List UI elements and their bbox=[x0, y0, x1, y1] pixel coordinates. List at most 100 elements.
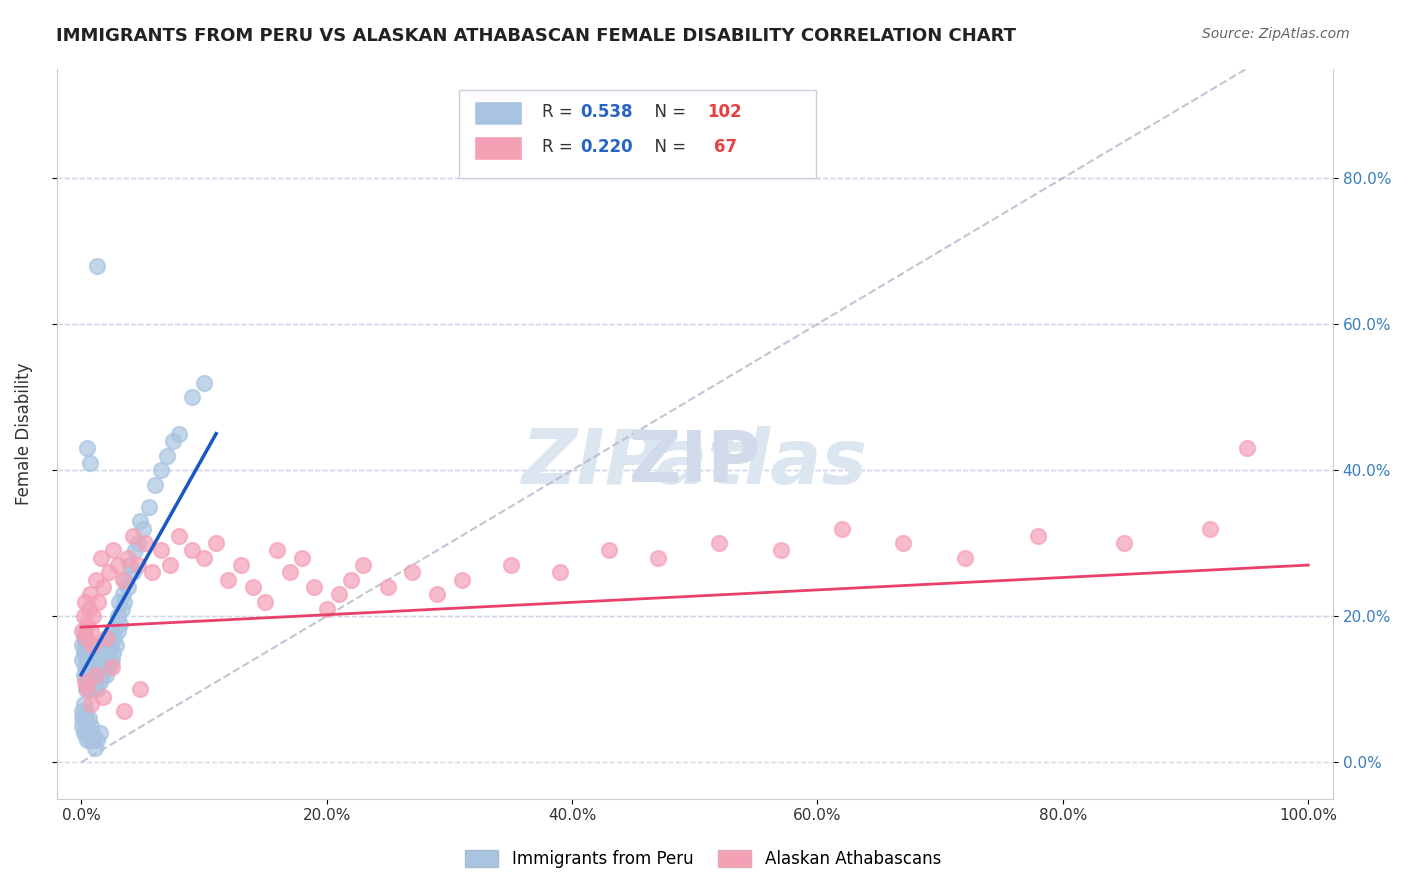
Point bbox=[156, 449, 179, 463]
Point bbox=[101, 660, 124, 674]
Point bbox=[120, 558, 142, 572]
Point bbox=[73, 674, 96, 689]
Point bbox=[107, 624, 129, 638]
Point bbox=[291, 550, 314, 565]
Point bbox=[117, 550, 139, 565]
Point bbox=[90, 639, 112, 653]
Point bbox=[77, 602, 100, 616]
Point bbox=[111, 573, 134, 587]
Point bbox=[89, 653, 111, 667]
Point bbox=[1114, 536, 1136, 550]
Point bbox=[143, 477, 166, 491]
Point bbox=[82, 639, 104, 653]
Point bbox=[90, 550, 112, 565]
Point bbox=[159, 558, 181, 572]
Point bbox=[111, 587, 134, 601]
Point bbox=[91, 646, 114, 660]
Point bbox=[79, 733, 101, 747]
Point bbox=[101, 653, 124, 667]
Point bbox=[76, 719, 98, 733]
Point bbox=[141, 566, 163, 580]
Point bbox=[89, 726, 111, 740]
Point bbox=[315, 602, 337, 616]
Point bbox=[82, 667, 104, 681]
Point bbox=[73, 624, 96, 638]
Point bbox=[83, 740, 105, 755]
Point bbox=[709, 536, 731, 550]
Point bbox=[97, 631, 120, 645]
Point bbox=[108, 594, 131, 608]
Point bbox=[76, 674, 98, 689]
Text: R =: R = bbox=[541, 103, 578, 121]
Point bbox=[1026, 529, 1049, 543]
Point bbox=[82, 660, 104, 674]
Point bbox=[76, 616, 98, 631]
Point bbox=[112, 704, 135, 718]
Point bbox=[98, 660, 121, 674]
Point bbox=[229, 558, 252, 572]
Point bbox=[87, 646, 110, 660]
Point bbox=[77, 667, 100, 681]
Point bbox=[82, 609, 104, 624]
Point bbox=[107, 609, 129, 624]
Point bbox=[127, 536, 149, 550]
Point bbox=[79, 646, 101, 660]
Text: R =: R = bbox=[541, 138, 578, 156]
Point bbox=[77, 711, 100, 725]
Point bbox=[94, 639, 117, 653]
Point bbox=[101, 646, 124, 660]
Point bbox=[83, 667, 105, 681]
Point bbox=[72, 711, 94, 725]
Point bbox=[598, 543, 620, 558]
Point bbox=[647, 550, 669, 565]
Point bbox=[75, 667, 97, 681]
Point bbox=[75, 682, 97, 697]
Point bbox=[79, 587, 101, 601]
Point bbox=[76, 442, 98, 456]
Point bbox=[121, 566, 143, 580]
Point bbox=[86, 682, 108, 697]
Point bbox=[104, 639, 127, 653]
Point bbox=[87, 594, 110, 608]
Point bbox=[72, 704, 94, 718]
Point bbox=[93, 660, 115, 674]
Point bbox=[180, 543, 202, 558]
Text: ZIPatlas: ZIPatlas bbox=[522, 425, 868, 500]
Point bbox=[82, 639, 104, 653]
Point bbox=[84, 667, 107, 681]
Point bbox=[75, 653, 97, 667]
Point bbox=[79, 660, 101, 674]
Point bbox=[953, 550, 976, 565]
Point bbox=[82, 646, 104, 660]
FancyBboxPatch shape bbox=[458, 90, 815, 178]
Point bbox=[450, 573, 472, 587]
Point bbox=[73, 639, 96, 653]
Point bbox=[91, 690, 114, 704]
Point bbox=[82, 682, 104, 697]
Point bbox=[80, 653, 103, 667]
Point bbox=[328, 587, 350, 601]
Text: ZIPatlas: ZIPatlas bbox=[553, 428, 838, 498]
Point bbox=[83, 646, 105, 660]
Point bbox=[110, 616, 132, 631]
Point bbox=[112, 594, 135, 608]
Point bbox=[114, 573, 136, 587]
Point bbox=[72, 653, 94, 667]
Point bbox=[266, 543, 288, 558]
Point bbox=[76, 660, 98, 674]
Point bbox=[76, 733, 98, 747]
Point bbox=[76, 646, 98, 660]
Point bbox=[72, 624, 94, 638]
Point bbox=[111, 602, 134, 616]
Point bbox=[304, 580, 326, 594]
Point bbox=[75, 639, 97, 653]
Point bbox=[86, 259, 108, 273]
Point bbox=[91, 653, 114, 667]
Point bbox=[80, 624, 103, 638]
Point bbox=[129, 682, 152, 697]
Text: ZIP: ZIP bbox=[628, 428, 761, 498]
Point bbox=[72, 697, 94, 711]
Point bbox=[72, 639, 94, 653]
Point bbox=[162, 434, 184, 448]
Point bbox=[1199, 522, 1222, 536]
